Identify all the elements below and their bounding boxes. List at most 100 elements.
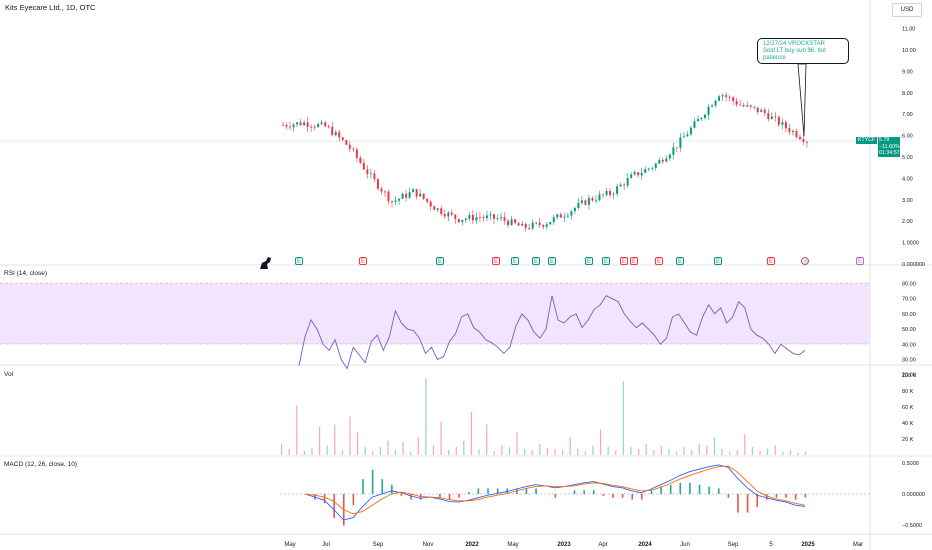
candle-body bbox=[426, 198, 429, 202]
volume-bar bbox=[349, 416, 351, 455]
volume-tick-label: 40 K bbox=[902, 421, 914, 427]
candle-body bbox=[391, 201, 394, 203]
candle-body bbox=[457, 218, 460, 223]
macd-histogram-bar bbox=[439, 494, 441, 498]
candle-body bbox=[383, 191, 386, 193]
candle-body bbox=[665, 158, 668, 162]
candle-body bbox=[398, 198, 401, 201]
candle-body bbox=[566, 215, 569, 217]
candle-body bbox=[542, 224, 545, 227]
earnings-event-badge[interactable]: E bbox=[714, 257, 722, 265]
earnings-event-badge[interactable]: E bbox=[630, 257, 638, 265]
rsi-tick-label: 20.00 bbox=[902, 373, 916, 379]
candle-body bbox=[433, 206, 436, 210]
time-tick-label: Mar bbox=[853, 542, 863, 548]
candle-body bbox=[500, 217, 503, 219]
macd-histogram-bar bbox=[746, 494, 749, 513]
candle-body bbox=[594, 200, 597, 201]
candle-body bbox=[524, 223, 527, 228]
rsi-tick-label: 80.00 bbox=[902, 282, 916, 288]
candle-body bbox=[619, 184, 622, 187]
macd-histogram-bar bbox=[602, 494, 605, 496]
candle-body bbox=[732, 97, 735, 101]
earnings-event-badge[interactable]: E bbox=[295, 257, 303, 265]
candle-body bbox=[489, 214, 492, 216]
candle-body bbox=[573, 207, 576, 212]
candle-body bbox=[791, 131, 794, 133]
volume-bar bbox=[493, 451, 495, 455]
price-tag-time: 01:34:57 bbox=[879, 150, 900, 156]
candle-body bbox=[675, 147, 678, 149]
macd-histogram-bar bbox=[583, 490, 585, 494]
earnings-event-badge[interactable]: E bbox=[767, 257, 775, 265]
price-tick-label: 8.00 bbox=[902, 91, 913, 97]
candle-body bbox=[577, 202, 580, 208]
volume-bar bbox=[463, 440, 465, 455]
macd-line bbox=[304, 464, 806, 521]
macd-histogram-bar bbox=[756, 494, 759, 508]
annotation-callout[interactable]: 12/27/24 VROCKSTAR Sold LT buy sub $6, b… bbox=[757, 38, 849, 64]
candle-body bbox=[714, 100, 717, 106]
macd-histogram-bar bbox=[535, 488, 537, 494]
earnings-event-badge[interactable]: E bbox=[532, 257, 540, 265]
volume-bar bbox=[599, 429, 602, 455]
candle-body bbox=[436, 208, 439, 210]
earnings-event-badge[interactable]: E bbox=[856, 257, 864, 265]
macd-histogram-bar bbox=[467, 492, 470, 494]
volume-bar bbox=[691, 450, 693, 455]
volume-bar bbox=[744, 434, 746, 455]
volume-bar bbox=[531, 450, 533, 455]
earnings-event-badge[interactable]: E bbox=[676, 257, 684, 265]
macd-histogram-bar bbox=[612, 494, 614, 498]
macd-histogram-bar bbox=[554, 494, 557, 498]
volume-bar bbox=[736, 450, 738, 455]
price-tick-label: 6.00 bbox=[902, 134, 913, 140]
candle-body bbox=[345, 140, 348, 145]
candle-body bbox=[788, 128, 791, 133]
volume-bar bbox=[592, 445, 594, 455]
callout-line-2: Sold LT buy sub $6, but bbox=[763, 48, 826, 54]
candle-body bbox=[408, 192, 411, 198]
volume-bar bbox=[417, 437, 419, 455]
earnings-event-badge[interactable]: E bbox=[620, 257, 628, 265]
candle-body bbox=[735, 100, 738, 105]
rsi-band bbox=[0, 283, 870, 344]
candle-body bbox=[570, 211, 573, 216]
candle-body bbox=[623, 184, 626, 186]
earnings-event-badge[interactable]: E bbox=[548, 257, 556, 265]
earnings-event-badge[interactable]: E bbox=[511, 257, 519, 265]
volume-tick-label: 20 K bbox=[902, 437, 914, 443]
macd-histogram-bar bbox=[323, 494, 326, 504]
time-axis-labels: May Jul Sep Nov 2022 May 2023 Apr 2024 Jun Sep 5 202… bbox=[284, 542, 863, 548]
callout-line-1: 12/27/24 VROCKSTAR bbox=[763, 41, 825, 47]
split-event-icon[interactable]: ⚡ bbox=[801, 257, 810, 265]
tradingview-dino-icon bbox=[260, 257, 271, 269]
volume-axis-labels: 100 K 80 K 60 K 40 K 20 K bbox=[902, 373, 917, 443]
volume-bar bbox=[561, 450, 564, 455]
candle-body bbox=[334, 132, 337, 136]
candle-body bbox=[693, 121, 696, 128]
candle-body bbox=[774, 116, 777, 118]
candle-body bbox=[478, 217, 481, 219]
macd-histogram-bar bbox=[621, 494, 624, 498]
candle-body bbox=[781, 122, 784, 125]
earnings-event-badge[interactable]: E bbox=[585, 257, 593, 265]
volume-bar bbox=[759, 451, 761, 455]
candle-body bbox=[464, 218, 467, 221]
macd-histogram-bar bbox=[333, 494, 335, 519]
earnings-event-badge[interactable]: E bbox=[655, 257, 663, 265]
candle-body bbox=[507, 220, 510, 226]
candle-body bbox=[289, 126, 292, 128]
rsi-pane-label: RSI (14, close) bbox=[4, 270, 47, 277]
candle-body bbox=[651, 167, 654, 169]
price-tick-label: 11.00 bbox=[902, 27, 915, 33]
earnings-event-badge[interactable]: E bbox=[492, 257, 500, 265]
earnings-event-badge[interactable]: E bbox=[602, 257, 610, 265]
earnings-event-badge[interactable]: E bbox=[436, 257, 444, 265]
currency-button[interactable]: USD bbox=[892, 3, 922, 17]
earnings-event-badge[interactable]: E bbox=[359, 257, 367, 265]
candle-body bbox=[528, 227, 531, 229]
macd-histogram-bar bbox=[737, 494, 739, 513]
price-tick-label: 10.00 bbox=[902, 48, 916, 54]
